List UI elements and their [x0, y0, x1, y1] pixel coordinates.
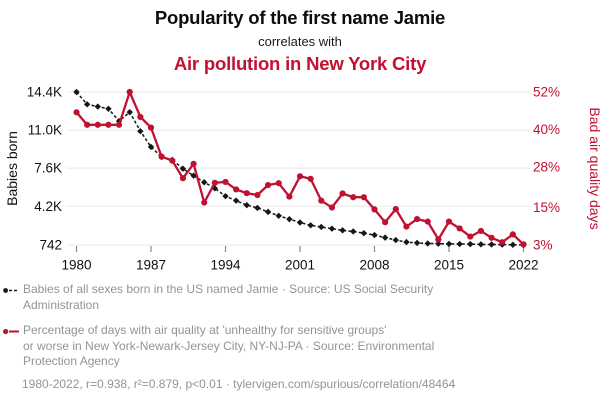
connector-text: correlates with: [258, 34, 342, 49]
svg-text:52%: 52%: [533, 85, 560, 100]
page-title: Popularity of the first name Jamie: [154, 7, 446, 28]
svg-text:11.0K: 11.0K: [28, 123, 62, 138]
svg-text:4.2K: 4.2K: [34, 199, 62, 214]
svg-text:14.4K: 14.4K: [27, 85, 62, 100]
series-0: [73, 88, 527, 249]
legend-item-air-label: Percentage of days with air quality at '…: [23, 323, 435, 368]
left-axis-tick-labels: 14.4K 11.0K 7.6K 4.2K 742: [27, 85, 62, 253]
legend-item-air: Percentage of days with air quality at '…: [2, 323, 582, 370]
svg-text:2001: 2001: [285, 258, 315, 273]
correlated-title: Air pollution in New York City: [173, 53, 427, 74]
gridlines: [67, 91, 530, 246]
right-axis-title: Bad air quality days: [587, 107, 600, 229]
x-axis: 1980 1987 1994 2001 2008 2015 2022: [61, 246, 539, 273]
legend-item-jamie: Babies of all sexes born in the US named…: [2, 282, 582, 313]
series-1: [73, 88, 527, 248]
right-axis-tick-labels: 52% 40% 28% 15% 3%: [533, 85, 560, 253]
svg-text:2008: 2008: [359, 258, 389, 273]
svg-text:28%: 28%: [533, 159, 560, 174]
svg-text:1987: 1987: [136, 258, 166, 273]
svg-text:1994: 1994: [210, 258, 241, 273]
jamie-series-marker-icon: [3, 288, 19, 293]
svg-text:15%: 15%: [533, 200, 560, 215]
chart-legend: Babies of all sexes born in the US named…: [2, 282, 582, 391]
chart-header: Popularity of the first name Jamie corre…: [0, 7, 600, 75]
stats-footer: 1980-2022, r=0.938, r²=0.879, p<0.01 · t…: [22, 376, 456, 391]
svg-text:1980: 1980: [61, 258, 91, 273]
svg-text:742: 742: [39, 238, 62, 253]
air-series-marker-icon: [3, 328, 19, 335]
legend-item-jamie-label: Babies of all sexes born in the US named…: [23, 282, 434, 312]
svg-text:2015: 2015: [434, 258, 464, 273]
svg-text:40%: 40%: [533, 122, 560, 137]
svg-text:7.6K: 7.6K: [34, 161, 62, 176]
svg-text:2022: 2022: [508, 258, 538, 273]
svg-text:3%: 3%: [533, 238, 553, 253]
left-axis-title: Babies born: [4, 131, 20, 206]
